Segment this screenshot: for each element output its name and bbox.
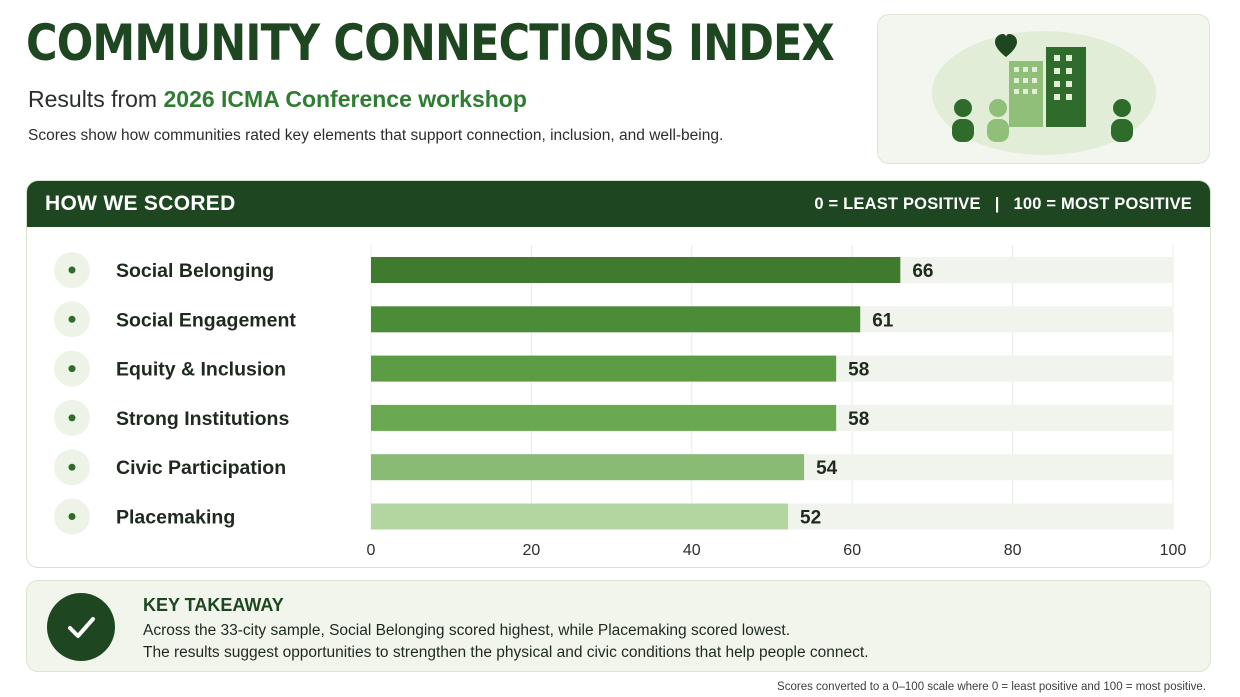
category-label: Civic Participation — [116, 457, 286, 479]
value-label: 66 — [912, 261, 933, 282]
value-label: 54 — [816, 458, 838, 479]
check-icon — [47, 593, 115, 661]
tick-label: 100 — [1160, 542, 1187, 559]
bar — [371, 454, 805, 481]
bar — [371, 306, 861, 333]
key-takeaway-box: KEY TAKEAWAY Across the 33-city sample, … — [26, 580, 1211, 672]
scale-legend: 0 = LEAST POSITIVE | 100 = MOST POSITIVE — [814, 195, 1192, 214]
category-label: Social Engagement — [116, 309, 296, 331]
category-label: Placemaking — [116, 507, 235, 529]
scale-high: 100 = MOST POSITIVE — [1013, 194, 1192, 213]
subtitle-prefix: Results from — [28, 86, 164, 112]
bar — [371, 503, 789, 530]
value-label: 61 — [872, 310, 894, 331]
tick-label: 80 — [1004, 542, 1022, 559]
page-title: COMMUNITY CONNECTIONS INDEX — [26, 14, 835, 72]
value-label: 52 — [800, 508, 821, 529]
bar-chart: Social Belonging 66 Social Engagement 61 Equ… — [54, 245, 1187, 559]
bar — [371, 257, 901, 283]
person-icon — [952, 99, 1133, 142]
scale-separator: | — [994, 194, 1000, 213]
value-label: 58 — [848, 360, 869, 381]
category-label: Strong Institutions — [116, 408, 289, 430]
scale-low: 0 = LEAST POSITIVE — [814, 194, 981, 213]
tick-label: 0 — [367, 542, 376, 559]
footnote: Scores converted to a 0–100 scale where … — [777, 681, 1206, 693]
bullet-dot — [68, 513, 76, 520]
takeaway-line-1: Across the 33-city sample, Social Belong… — [143, 622, 791, 639]
subtitle-highlight: 2026 ICMA Conference workshop — [163, 86, 527, 112]
bullet-dot — [68, 365, 76, 373]
takeaway-line-2: The results suggest opportunities to str… — [143, 644, 869, 661]
bullet-dot — [68, 266, 76, 274]
bar — [371, 355, 837, 382]
bullet-dot — [68, 463, 76, 471]
community-illustration — [932, 31, 1156, 155]
hero-illustration — [877, 14, 1210, 164]
heart-icon — [995, 34, 1017, 57]
page-subtitle: Results from 2026 ICMA Conference worksh… — [28, 86, 527, 113]
building-icon — [1009, 47, 1086, 127]
category-label: Social Belonging — [116, 260, 274, 282]
tick-label: 60 — [843, 542, 861, 559]
bullet-dot — [68, 414, 76, 422]
category-label: Equity & Inclusion — [116, 359, 286, 381]
value-label: 58 — [848, 409, 869, 430]
takeaway-title: KEY TAKEAWAY — [143, 595, 284, 615]
scores-panel: HOW WE SCORED 0 = LEAST POSITIVE | 100 = M… — [26, 180, 1211, 568]
tick-label: 40 — [683, 542, 701, 559]
bar — [371, 404, 837, 431]
panel-header: HOW WE SCORED 0 = LEAST POSITIVE | 100 = M… — [27, 181, 1210, 227]
panel-heading: HOW WE SCORED — [45, 192, 236, 215]
tick-label: 20 — [523, 542, 541, 559]
page-description: Scores show how communities rated key el… — [28, 127, 724, 144]
bullet-dot — [68, 315, 76, 323]
